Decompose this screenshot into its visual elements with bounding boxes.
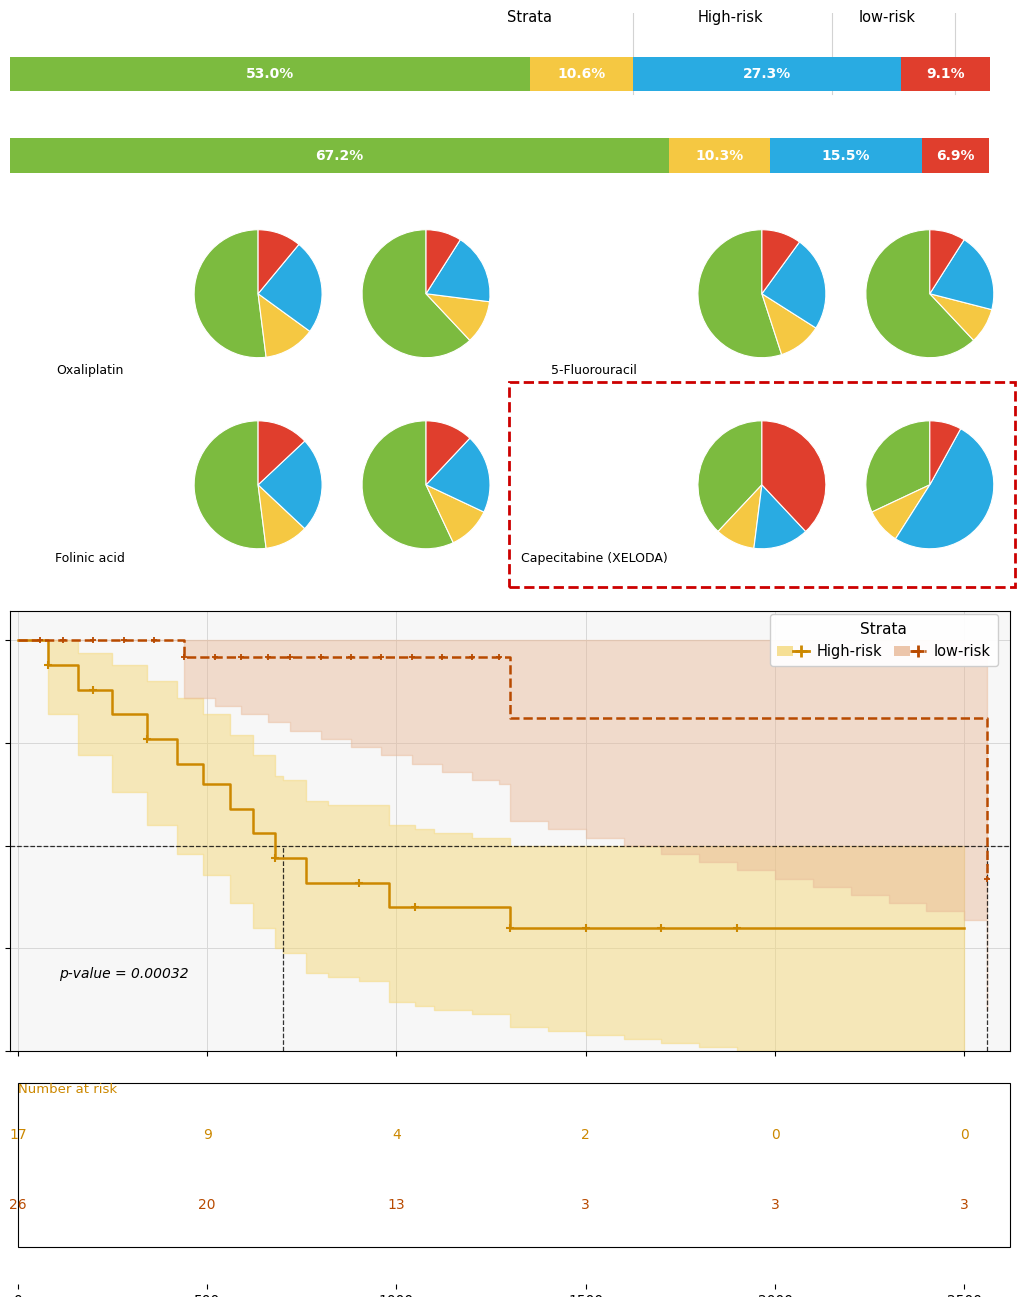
Text: 0: 0 xyxy=(959,1128,968,1143)
Text: 53.0%: 53.0% xyxy=(246,67,293,82)
Text: Strata: Strata xyxy=(506,10,551,25)
Wedge shape xyxy=(426,420,470,485)
Wedge shape xyxy=(426,230,460,293)
Text: 3: 3 xyxy=(581,1198,590,1213)
Text: 0: 0 xyxy=(770,1128,779,1143)
Text: 9.1%: 9.1% xyxy=(925,67,964,82)
Text: Capecitabine (XELODA): Capecitabine (XELODA) xyxy=(520,553,666,565)
Bar xyxy=(769,139,921,173)
Wedge shape xyxy=(426,485,483,542)
Wedge shape xyxy=(929,293,990,340)
Wedge shape xyxy=(426,293,489,340)
Text: 13: 13 xyxy=(387,1198,405,1213)
Wedge shape xyxy=(258,293,310,357)
Wedge shape xyxy=(697,230,781,358)
Wedge shape xyxy=(929,420,960,485)
Text: 67.2%: 67.2% xyxy=(315,149,363,162)
Text: 20: 20 xyxy=(198,1198,216,1213)
Wedge shape xyxy=(194,230,266,358)
Text: 26: 26 xyxy=(9,1198,26,1213)
Text: 17: 17 xyxy=(9,1128,26,1143)
Wedge shape xyxy=(258,441,322,529)
Wedge shape xyxy=(761,243,825,328)
Wedge shape xyxy=(895,429,993,549)
Text: low-risk: low-risk xyxy=(858,10,915,25)
Bar xyxy=(900,57,989,91)
Text: 6.9%: 6.9% xyxy=(935,149,974,162)
Text: 10.6%: 10.6% xyxy=(556,67,605,82)
Wedge shape xyxy=(194,420,266,549)
Wedge shape xyxy=(929,230,963,293)
Wedge shape xyxy=(865,420,929,512)
Wedge shape xyxy=(761,230,799,293)
Bar xyxy=(10,139,668,173)
Wedge shape xyxy=(362,420,452,549)
Text: Oxaliplatin: Oxaliplatin xyxy=(56,364,123,377)
Wedge shape xyxy=(697,420,761,532)
Text: 27.3%: 27.3% xyxy=(743,67,791,82)
Bar xyxy=(668,139,769,173)
Wedge shape xyxy=(761,293,815,354)
Text: 3: 3 xyxy=(770,1198,779,1213)
Wedge shape xyxy=(717,485,761,549)
Text: 5-Fluorouracil: 5-Fluorouracil xyxy=(550,364,636,377)
Text: 9: 9 xyxy=(203,1128,211,1143)
Wedge shape xyxy=(258,420,305,485)
Wedge shape xyxy=(426,438,489,512)
Wedge shape xyxy=(865,230,973,358)
Bar xyxy=(633,57,900,91)
Wedge shape xyxy=(258,230,299,293)
Wedge shape xyxy=(753,485,805,549)
Text: 2: 2 xyxy=(581,1128,590,1143)
Wedge shape xyxy=(258,244,322,331)
Wedge shape xyxy=(929,240,993,310)
Wedge shape xyxy=(761,420,825,532)
Text: 4: 4 xyxy=(391,1128,400,1143)
Legend: High-risk, low-risk: High-risk, low-risk xyxy=(769,615,997,667)
Bar xyxy=(529,57,633,91)
Text: High-risk: High-risk xyxy=(697,10,762,25)
Wedge shape xyxy=(258,485,305,549)
Bar xyxy=(10,57,529,91)
Text: Number at risk: Number at risk xyxy=(17,1083,117,1096)
Bar xyxy=(921,139,988,173)
Wedge shape xyxy=(426,240,489,302)
Wedge shape xyxy=(362,230,470,358)
Bar xyxy=(17,1083,1009,1246)
Text: Folinic acid: Folinic acid xyxy=(55,553,125,565)
Text: 10.3%: 10.3% xyxy=(694,149,743,162)
Wedge shape xyxy=(871,485,929,538)
Text: p-value = 0.00032: p-value = 0.00032 xyxy=(59,968,189,982)
Text: 3: 3 xyxy=(959,1198,968,1213)
Text: 15.5%: 15.5% xyxy=(820,149,869,162)
